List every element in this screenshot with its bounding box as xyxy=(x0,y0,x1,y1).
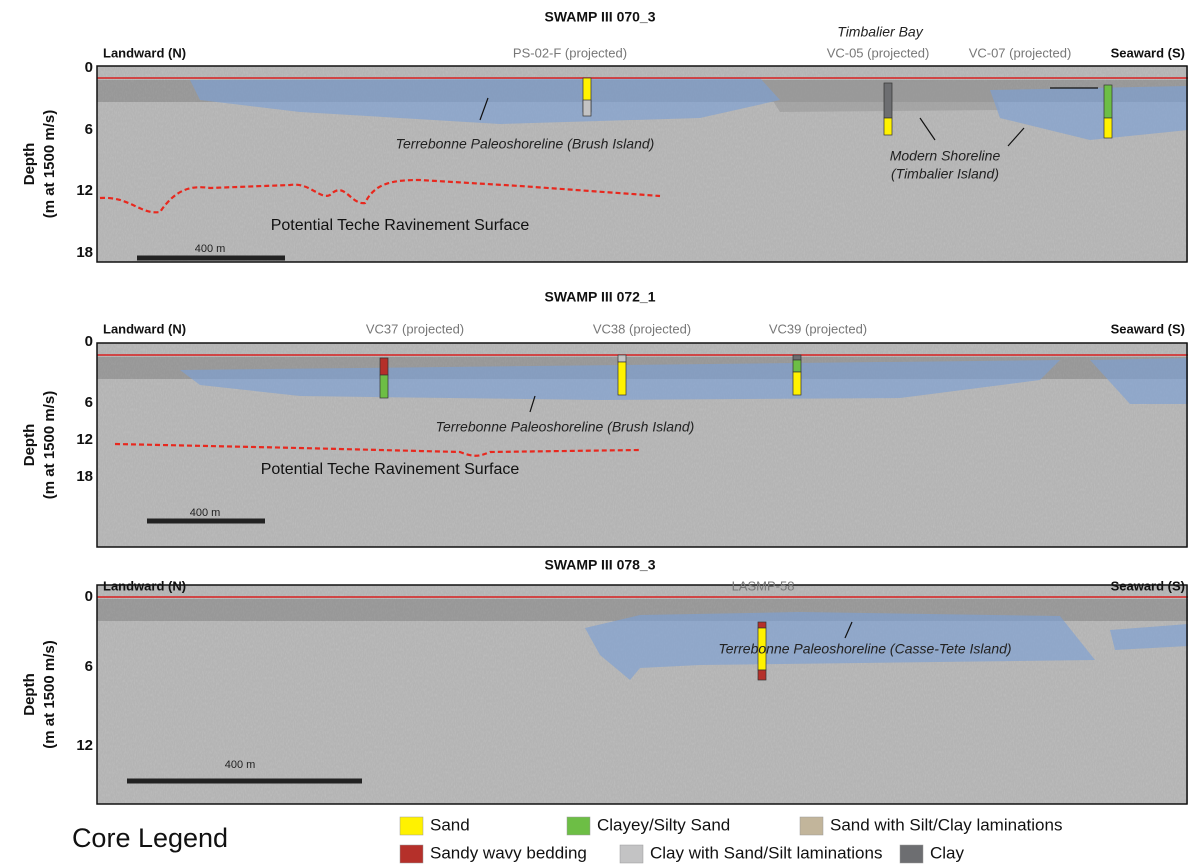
ravinement-line xyxy=(99,178,661,214)
depth-tick: 18 xyxy=(76,244,93,261)
legend-swatch xyxy=(399,816,424,836)
scale-label: 400 m xyxy=(190,507,221,519)
legend-swatch xyxy=(566,816,591,836)
legend-swatch xyxy=(799,816,824,836)
annotation: Potential Teche Ravinement Surface xyxy=(261,461,520,478)
legend-label: Sand with Silt/Clay laminations xyxy=(830,815,1062,834)
core-segment xyxy=(617,361,627,396)
arrow xyxy=(1007,127,1025,147)
depth-tick: 12 xyxy=(76,737,93,754)
arrow xyxy=(479,97,489,121)
paleoshoreline-unit xyxy=(190,78,780,124)
core-segment xyxy=(379,374,389,399)
scale-label: 400 m xyxy=(195,243,226,255)
core-segment xyxy=(792,359,802,373)
depth-tick: 12 xyxy=(76,182,93,199)
core-segment xyxy=(757,669,767,681)
core-label: VC39 (projected) xyxy=(769,321,867,336)
landward-label: Landward (N) xyxy=(103,321,186,336)
panel-frame xyxy=(96,584,1188,805)
legend-swatch xyxy=(619,844,644,864)
core-segment xyxy=(1103,117,1113,139)
core-segment xyxy=(883,117,893,136)
location-label: Timbalier Bay xyxy=(837,24,923,40)
core-segment xyxy=(582,99,592,117)
panel-title: SWAMP III 070_3 xyxy=(544,9,655,25)
core-segment xyxy=(757,621,767,629)
paleoshoreline-unit xyxy=(1110,624,1188,650)
annotation: Terrebonne Paleoshoreline (Brush Island) xyxy=(436,419,695,435)
axis-subtitle: (m at 1500 m/s) xyxy=(41,640,58,748)
core-label: VC38 (projected) xyxy=(593,321,691,336)
panel-title: SWAMP III 072_1 xyxy=(544,289,655,305)
annotation: Potential Teche Ravinement Surface xyxy=(271,217,530,234)
panel-title: SWAMP III 078_3 xyxy=(544,557,655,573)
annotation: Terrebonne Paleoshoreline (Brush Island) xyxy=(396,136,655,152)
seaward-label: Seaward (S) xyxy=(1111,578,1185,593)
axis-title: Depth xyxy=(21,424,38,467)
ravinement-line xyxy=(114,442,641,457)
panel-frame xyxy=(96,65,1188,263)
legend-label: Clayey/Silty Sand xyxy=(597,815,730,834)
core-label: VC-05 (projected) xyxy=(827,45,930,60)
panel-frame xyxy=(96,342,1188,548)
landward-label: Landward (N) xyxy=(103,45,186,60)
core-label: PS-02-F (projected) xyxy=(513,45,627,60)
paleoshoreline-unit xyxy=(990,86,1188,140)
seaward-label: Seaward (S) xyxy=(1111,45,1185,60)
core-segment xyxy=(792,354,802,361)
axis-title: Depth xyxy=(21,673,38,716)
core-segment xyxy=(617,354,627,363)
annotation: Terrebonne Paleoshoreline (Casse-Tete Is… xyxy=(718,641,1011,657)
legend-label: Sandy wavy bedding xyxy=(430,843,587,862)
arrow xyxy=(844,621,853,639)
depth-tick: 0 xyxy=(85,59,93,76)
core-segment xyxy=(379,357,389,376)
arrow xyxy=(919,117,936,141)
paleoshoreline-unit xyxy=(585,612,1095,680)
legend-label: Clay with Sand/Silt laminations xyxy=(650,843,882,862)
depth-tick: 6 xyxy=(85,121,93,138)
core-label: VC37 (projected) xyxy=(366,321,464,336)
depth-tick: 12 xyxy=(76,431,93,448)
core-segment xyxy=(1103,84,1113,119)
depth-tick: 0 xyxy=(85,333,93,350)
depth-tick: 6 xyxy=(85,394,93,411)
core-label: VC-07 (projected) xyxy=(969,45,1072,60)
axis-subtitle: (m at 1500 m/s) xyxy=(41,110,58,218)
paleoshoreline-unit xyxy=(1090,358,1188,404)
axis-title: Depth xyxy=(21,143,38,186)
core-label: LASMP-58 xyxy=(732,578,795,593)
depth-tick: 6 xyxy=(85,658,93,675)
legend-label: Clay xyxy=(930,843,965,862)
annotation: Modern Shoreline xyxy=(890,148,1001,164)
seaward-label: Seaward (S) xyxy=(1111,321,1185,336)
legend-swatch xyxy=(399,844,424,864)
arrow xyxy=(529,395,536,413)
core-segment xyxy=(792,371,802,396)
legend-title: Core Legend xyxy=(72,823,228,853)
landward-label: Landward (N) xyxy=(103,578,186,593)
depth-tick: 18 xyxy=(76,468,93,485)
legend-label: Sand xyxy=(430,815,470,834)
annotation: (Timbalier Island) xyxy=(891,166,999,182)
scale-label: 400 m xyxy=(225,759,256,771)
legend-swatch xyxy=(899,844,924,864)
core-segment xyxy=(883,82,893,119)
depth-tick: 0 xyxy=(85,588,93,605)
unit-gray xyxy=(760,80,1000,112)
axis-subtitle: (m at 1500 m/s) xyxy=(41,391,58,499)
